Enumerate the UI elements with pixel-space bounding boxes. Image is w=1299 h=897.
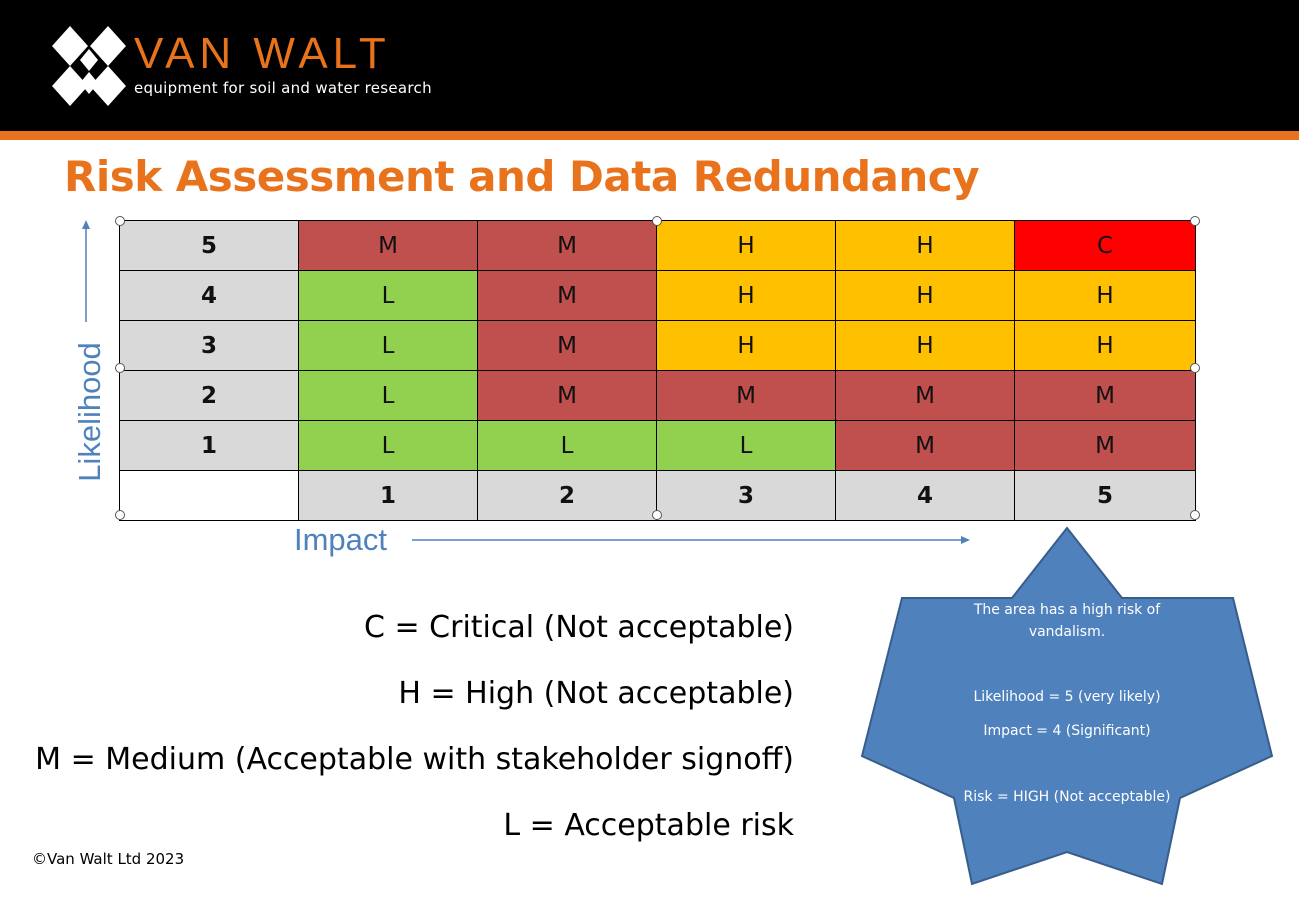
header-accent-stripe	[0, 131, 1299, 140]
risk-cell: H	[656, 320, 836, 371]
callout-scenario: The area has a high risk of vandalism.	[973, 602, 1161, 640]
risk-level-legend: C = Critical (Not acceptable) H = High (…	[35, 606, 794, 870]
impact-axis-label: Impact	[294, 522, 388, 557]
risk-cell: H	[656, 270, 836, 321]
selection-handle[interactable]	[1190, 363, 1200, 373]
risk-cell: C	[1014, 220, 1196, 271]
risk-cell: H	[835, 320, 1015, 371]
impact-label: 4	[835, 470, 1015, 521]
selection-handle[interactable]	[115, 363, 125, 373]
y-axis-arrowhead-icon	[82, 220, 90, 229]
risk-cell: L	[298, 420, 478, 471]
legend-high: H = High (Not acceptable)	[398, 676, 794, 711]
impact-label: 2	[477, 470, 657, 521]
legend-critical: C = Critical (Not acceptable)	[364, 610, 794, 645]
risk-cell: L	[298, 320, 478, 371]
copyright-notice: ©Van Walt Ltd 2023	[32, 850, 185, 868]
risk-cell: M	[656, 370, 836, 421]
selection-handle[interactable]	[652, 216, 662, 226]
x-axis-arrowhead-icon	[961, 536, 970, 544]
van-walt-logo-icon	[52, 26, 126, 106]
star-callout-shape	[860, 526, 1274, 886]
legend-low: L = Acceptable risk	[503, 808, 794, 843]
risk-cell: M	[298, 220, 478, 271]
risk-cell: M	[835, 370, 1015, 421]
selection-handle[interactable]	[115, 216, 125, 226]
risk-cell: M	[477, 220, 657, 271]
selection-handle[interactable]	[1190, 216, 1200, 226]
risk-cell: M	[477, 270, 657, 321]
selection-handle[interactable]	[652, 510, 662, 520]
star-callout-fill	[860, 526, 1274, 886]
risk-cell: L	[298, 270, 478, 321]
page-title: Risk Assessment and Data Redundancy	[64, 152, 980, 201]
selection-handle[interactable]	[1190, 510, 1200, 520]
risk-cell: H	[656, 220, 836, 271]
header-bar	[0, 0, 1299, 131]
brand-tagline: equipment for soil and water research	[134, 79, 432, 97]
risk-cell: M	[835, 420, 1015, 471]
corner-cell	[119, 470, 299, 521]
impact-label: 5	[1014, 470, 1196, 521]
impact-label: 3	[656, 470, 836, 521]
callout-likelihood: Likelihood = 5 (very likely)	[973, 689, 1161, 705]
risk-cell: H	[835, 220, 1015, 271]
likelihood-label: 5	[119, 220, 299, 271]
callout-impact: Impact = 4 (Significant)	[983, 723, 1151, 739]
brand-name: VAN WALT	[134, 29, 391, 78]
risk-cell: H	[835, 270, 1015, 321]
callout-risk-result: Risk = HIGH (Not acceptable)	[963, 789, 1171, 805]
risk-cell: H	[1014, 270, 1196, 321]
risk-cell: M	[1014, 370, 1196, 421]
likelihood-label: 4	[119, 270, 299, 321]
likelihood-label: 3	[119, 320, 299, 371]
likelihood-label: 1	[119, 420, 299, 471]
selection-handle[interactable]	[115, 510, 125, 520]
legend-medium: M = Medium (Acceptable with stakeholder …	[35, 742, 794, 777]
likelihood-label: 2	[119, 370, 299, 421]
impact-label: 1	[298, 470, 478, 521]
risk-cell: L	[656, 420, 836, 471]
risk-cell: M	[1014, 420, 1196, 471]
risk-cell: L	[477, 420, 657, 471]
likelihood-axis-label: Likelihood	[72, 342, 107, 482]
risk-cell: M	[477, 320, 657, 371]
